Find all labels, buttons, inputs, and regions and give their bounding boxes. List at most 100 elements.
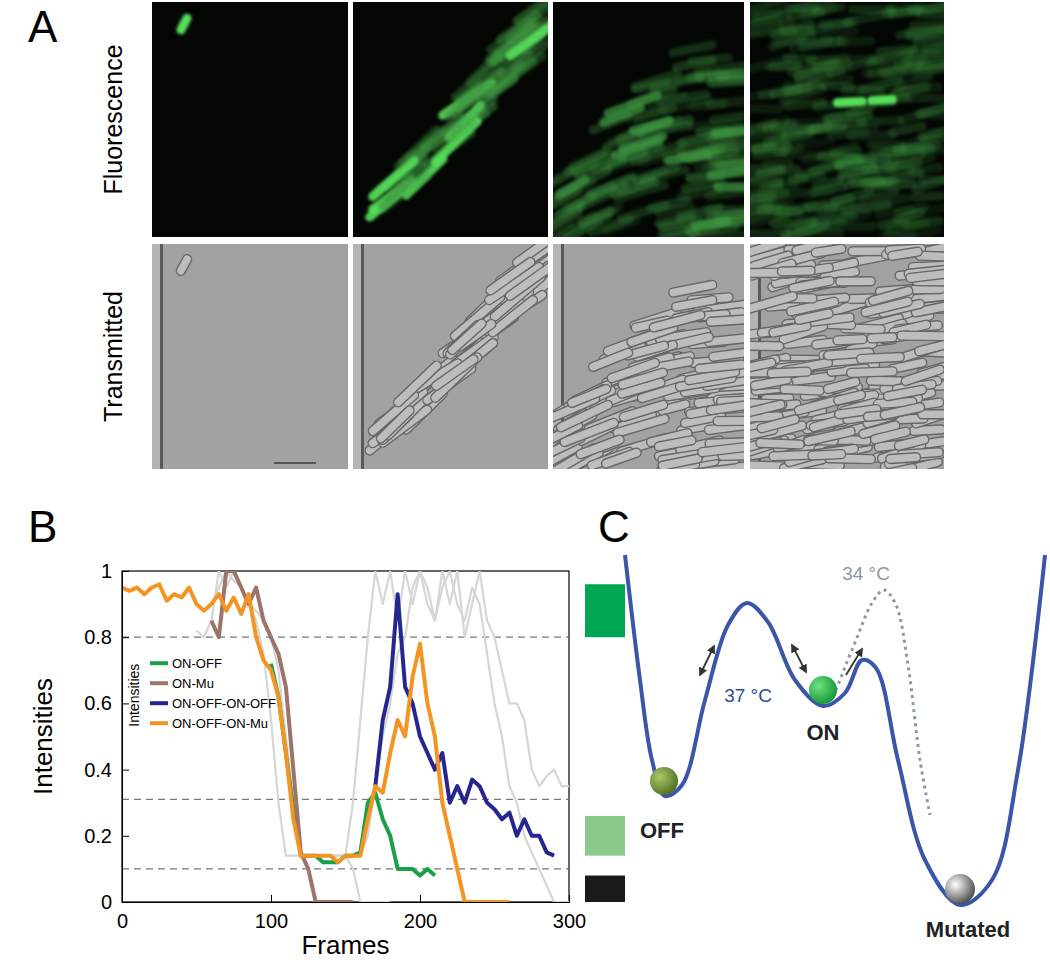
- row-label: Transmitted: [99, 291, 127, 422]
- x-tick-mark: [569, 895, 570, 902]
- plot-frame: [122, 571, 569, 902]
- cell: [886, 452, 921, 463]
- legend: ON-OFFON-MuON-OFF-ON-OFFON-OFF-ON-Mu: [150, 656, 276, 731]
- cell: [657, 453, 702, 469]
- legend-label: ON-OFF-ON-OFF: [172, 696, 276, 711]
- x-tick-label: 0: [117, 910, 128, 932]
- legend-label: ON-Mu: [172, 676, 214, 691]
- figure: AFluorescenceTransmittedB010020030000.20…: [0, 0, 1050, 962]
- cell: [811, 2, 847, 16]
- cell: [893, 201, 929, 218]
- y-tick: 0: [101, 891, 129, 913]
- cell: [897, 331, 944, 341]
- cell: [713, 182, 744, 191]
- cell: [429, 115, 484, 168]
- cell: [780, 149, 825, 160]
- cell: [811, 244, 847, 258]
- x-tick-mark: [271, 895, 272, 902]
- cell: [587, 110, 634, 136]
- y-tick-mark: [122, 637, 129, 638]
- cell: [905, 28, 944, 42]
- cell: [750, 51, 798, 74]
- cell: [695, 123, 744, 137]
- cell: [566, 383, 612, 409]
- cell: [833, 334, 867, 345]
- y-axis-line: [123, 572, 130, 903]
- y-tick-mark: [122, 571, 129, 572]
- cell: [654, 202, 697, 219]
- cell: [587, 347, 634, 373]
- cell: [910, 44, 944, 54]
- cell: [671, 56, 717, 73]
- y-tick-label: 0.4: [84, 759, 112, 781]
- cell: [914, 102, 944, 120]
- cell: [575, 201, 625, 227]
- state-label: ON: [807, 720, 840, 745]
- state-ball: [945, 874, 975, 904]
- cell: [879, 402, 925, 420]
- cell: [803, 426, 856, 446]
- scale-bar: [274, 462, 316, 464]
- state-ball: [809, 676, 837, 704]
- cell: [430, 353, 480, 392]
- x-tick-label: 100: [255, 910, 288, 932]
- cell: [823, 141, 861, 159]
- fluorescence-image: [553, 2, 744, 237]
- temperature-label: 34 °C: [842, 563, 890, 584]
- cell: [905, 269, 944, 283]
- cell: [175, 12, 193, 36]
- cell: [846, 130, 897, 141]
- transition-arrow: [846, 649, 862, 675]
- legend-label: ON-OFF: [172, 656, 222, 671]
- cell: [767, 131, 811, 142]
- cell: [697, 442, 744, 457]
- cell: [429, 351, 484, 404]
- transition-arrow: [792, 645, 806, 672]
- temperature-label: 37 °C: [724, 685, 772, 706]
- cell: [794, 308, 834, 325]
- cell: [803, 193, 856, 213]
- cell: [706, 76, 744, 88]
- row-label: Fluorescence: [99, 44, 127, 194]
- fluorescence-image: [750, 2, 944, 237]
- cell: [794, 69, 834, 86]
- y-tick-mark: [122, 836, 129, 837]
- cell: [856, 115, 904, 126]
- legend-swatch: [150, 721, 168, 725]
- cell: [750, 291, 798, 314]
- fluorescence-image: [152, 2, 348, 237]
- cell: [808, 449, 846, 460]
- cell: [484, 256, 536, 297]
- cell: [668, 280, 717, 298]
- cell: [175, 253, 193, 277]
- energy-landscape: [625, 555, 1045, 905]
- y-tick: 0.6: [84, 692, 129, 714]
- plot-lines: [122, 571, 569, 902]
- cell: [768, 82, 812, 99]
- transmitted-image: [750, 244, 944, 469]
- state-label: OFF: [640, 818, 684, 843]
- chamber-wall: [152, 244, 160, 469]
- panel-label: A: [28, 2, 58, 51]
- x-tick-mark: [420, 895, 421, 902]
- state-band: [585, 584, 625, 637]
- cell: [697, 210, 744, 225]
- cell: [446, 317, 488, 356]
- y-tick-label: 0: [101, 891, 112, 913]
- cell: [706, 165, 744, 181]
- cell: [868, 46, 914, 67]
- chamber-wall: [361, 244, 364, 469]
- chamber-wall: [160, 244, 163, 469]
- y-tick: 0.8: [84, 626, 129, 648]
- cell: [883, 149, 927, 166]
- cell: [833, 97, 867, 108]
- cell: [600, 447, 642, 469]
- cell: [833, 390, 866, 406]
- cell: [600, 214, 642, 236]
- cell: [654, 435, 697, 452]
- cell: [883, 385, 927, 402]
- cell: [750, 399, 786, 420]
- image-background: [152, 2, 348, 237]
- state-band: [585, 876, 625, 902]
- threshold-line: [122, 868, 569, 869]
